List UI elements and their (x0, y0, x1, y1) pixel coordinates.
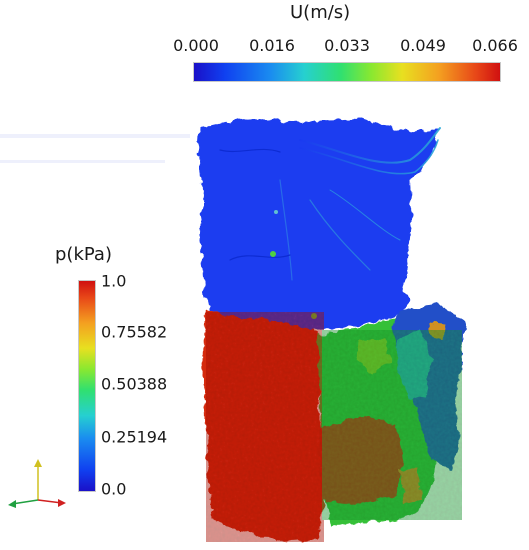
velocity-color-bar (193, 62, 501, 82)
velocity-tick-4: 0.066 (472, 36, 518, 55)
pressure-legend-title: p(kPa) (55, 244, 112, 265)
pressure-tick-3: 0.25194 (101, 427, 168, 447)
pressure-color-bar (78, 280, 96, 492)
pressure-tick-1: 0.75582 (101, 322, 168, 342)
background-artifact (0, 134, 190, 138)
velocity-tick-1: 0.016 (249, 36, 295, 55)
pressure-tick-4: 0.0 (101, 479, 127, 499)
velocity-tick-0: 0.000 (173, 36, 219, 55)
pressure-tick-2: 0.50388 (101, 374, 168, 394)
velocity-tick-3: 0.049 (400, 36, 446, 55)
velocity-tick-2: 0.033 (324, 36, 370, 55)
velocity-legend-title: U(m/s) (290, 2, 351, 23)
pressure-tick-0: 1.0 (101, 271, 127, 291)
background-artifact (0, 160, 165, 163)
orientation-axes-icon (8, 459, 66, 508)
streamline-region (198, 118, 440, 332)
